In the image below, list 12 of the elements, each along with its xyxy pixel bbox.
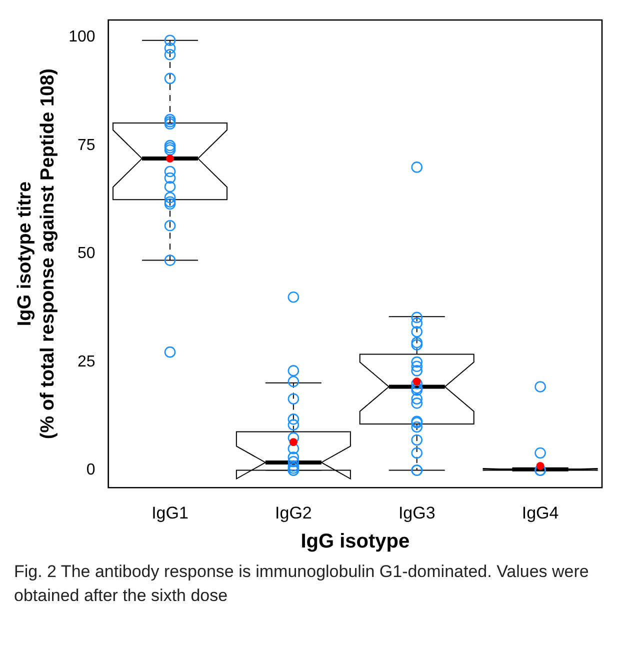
y-tick-label: 25 — [78, 353, 96, 370]
y-tick-label: 75 — [78, 136, 96, 154]
y-tick-label: 100 — [68, 28, 96, 46]
y-tick-label: 50 — [78, 245, 96, 262]
y-axis-title: IgG isotype titre (% of total response against Peptide 108) — [14, 68, 58, 440]
x-tick-label: IgG1 — [152, 503, 188, 522]
caption: Fig. 2 The antibody response is immunoglobulin G1-dominated. Values were obtained after the sixth dose — [14, 561, 590, 607]
x-tick-label: IgG3 — [398, 503, 436, 522]
x-axis-title: IgG isotype — [300, 530, 410, 553]
y-tick-label: 0 — [86, 462, 96, 479]
x-tick-label: IgG2 — [275, 503, 312, 522]
x-tick-label: IgG4 — [522, 503, 559, 522]
